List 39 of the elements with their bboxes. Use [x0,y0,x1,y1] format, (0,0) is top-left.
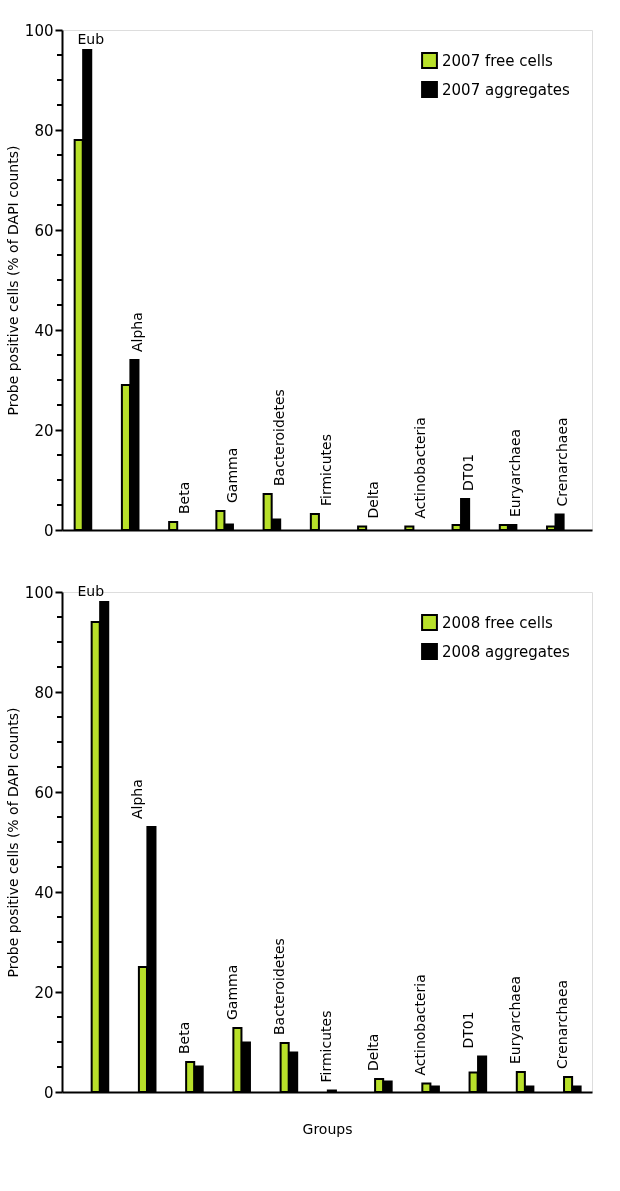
y-tick-label: 0 [43,521,54,540]
category-label: Alpha [129,312,146,352]
legend-label: 2007 aggregates [442,80,571,99]
x-tick-label: Delta [365,1033,382,1071]
y-tick-label: 60 [34,783,54,802]
y-tick-label: 80 [34,121,54,140]
x-tick-label: Firmicutes [318,1010,334,1083]
x-tick-label: Bacteroidetes [270,938,287,1035]
x-tick-label: Beta [176,1021,193,1054]
category-label: Eub [77,31,105,47]
x-tick-label: DT01 [459,1011,476,1049]
legend-label: 2008 free cells [442,613,554,632]
category-label: Gamma [223,447,240,503]
category-label: Bacteroidetes [270,389,287,486]
legend-label: 2008 aggregates [442,642,571,661]
y-tick-label: 0 [43,1083,54,1102]
y-axis-title: Probe positive cells (% of DAPI counts) [4,707,21,978]
x-tick-label: Crenarchaea [554,979,571,1069]
y-tick-label: 20 [34,983,54,1002]
y-tick-label: 100 [24,21,54,40]
x-tick-label: Actinobacteria [412,974,429,1076]
y-tick-label: 40 [34,883,54,902]
category-label: Beta [176,481,193,514]
y-tick-label: 60 [34,221,54,240]
y-axis-title: Probe positive cells (% of DAPI counts) [4,145,21,416]
y-tick-label: 20 [34,421,54,440]
x-axis-title: Groups [302,1120,353,1137]
category-label: DT01 [459,453,476,491]
x-tick-label: Gamma [223,964,240,1020]
x-tick-label: Euryarchaea [506,975,523,1064]
y-tick-label: 40 [34,321,54,340]
category-label: Delta [365,481,382,519]
y-tick-label: 100 [24,583,54,602]
category-label: Crenarchaea [554,417,571,507]
category-label: Firmicutes [318,434,334,506]
y-tick-label: 80 [34,683,54,702]
category-label: Actinobacteria [412,417,429,519]
legend-label: 2007 free cells [442,51,554,70]
category-label: Euryarchaea [506,428,523,517]
